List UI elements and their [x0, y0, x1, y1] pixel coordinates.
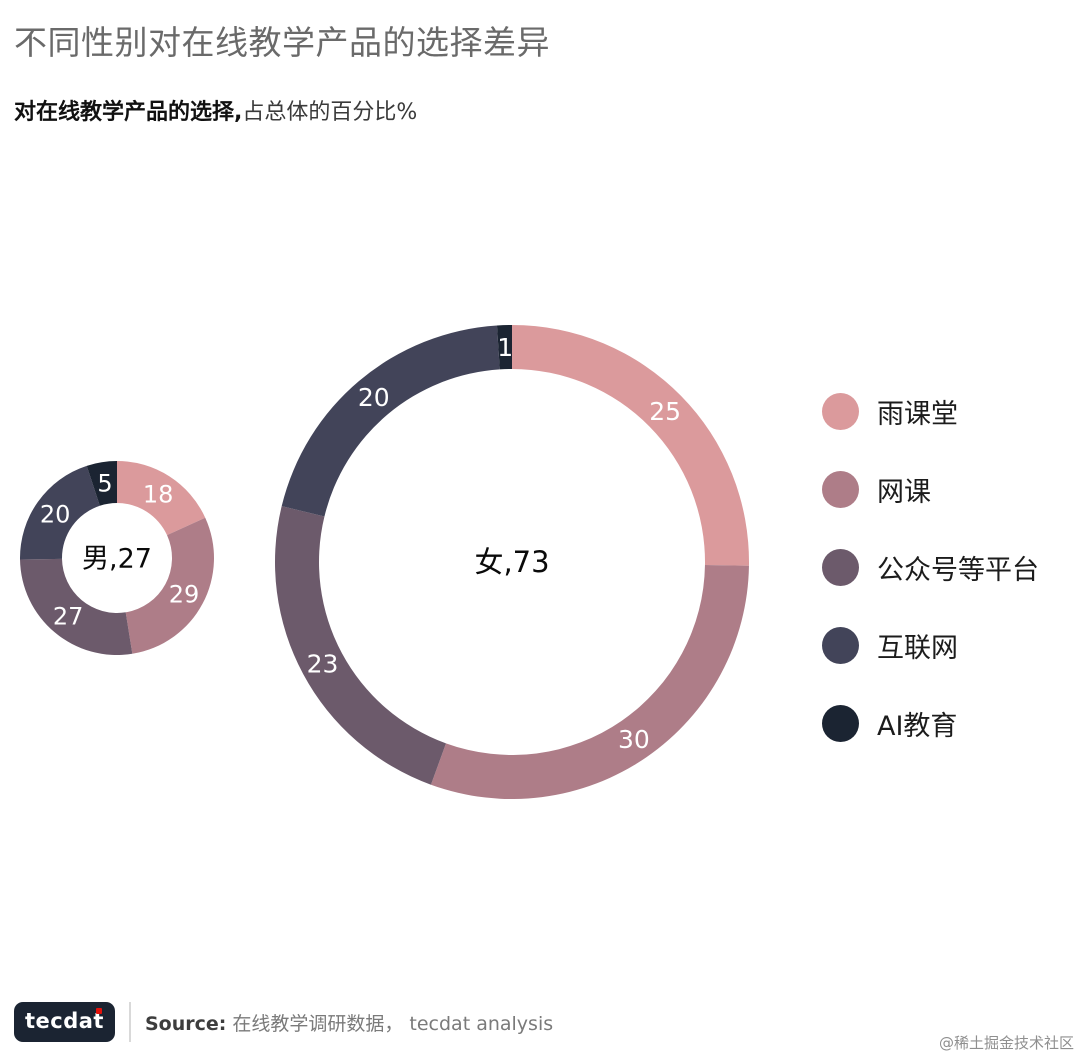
legend-label: 雨课堂 [877, 398, 958, 430]
legend-swatch-icon [822, 548, 859, 586]
legend-item-aijiaoyu: AI教育 [822, 684, 1039, 762]
donut-segment-AI教育 [496, 325, 512, 370]
segment-value-label: 25 [649, 397, 681, 426]
donut-segment-雨课堂 [512, 325, 749, 566]
donut-segment-网课 [125, 517, 214, 654]
donut-chart-canvas: 18 29 27 20 5 25 30 23 20 1 男,27 女,73 [19, 325, 749, 800]
source-text: 在线教学调研数据， tecdat analysis [232, 1012, 554, 1035]
donut-segment-网课 [430, 565, 749, 800]
legend-item-gongzhonghao: 公众号等平台 [822, 528, 1039, 606]
donut-male: 18 29 27 20 5 [19, 461, 214, 655]
segment-value-label: 18 [143, 481, 174, 509]
tecdat-logo: tecdat [14, 1002, 115, 1042]
segment-value-label: 20 [358, 383, 390, 412]
tecdat-logo-text: tecdat [25, 1009, 104, 1033]
legend-item-wangke: 网课 [822, 450, 1039, 528]
legend-item-yuketang: 雨课堂 [822, 372, 1039, 450]
footer: tecdat Source: 在线教学调研数据， tecdat analysis [14, 1002, 553, 1042]
segment-value-label: 29 [169, 580, 200, 608]
donut-segment-公众号等平台 [274, 506, 446, 785]
legend-label: 网课 [877, 476, 931, 508]
source-line: Source: 在线教学调研数据， tecdat analysis [145, 1009, 553, 1036]
footer-divider [128, 1002, 131, 1042]
source-label: Source: [144, 1012, 227, 1035]
logo-accent-icon [95, 1008, 102, 1014]
donut-female: 25 30 23 20 1 [274, 325, 749, 800]
donut-segment-AI教育 [86, 461, 117, 506]
donut-segment-公众号等平台 [20, 558, 133, 655]
segment-value-label: 20 [40, 500, 71, 528]
segment-value-label: 23 [307, 649, 339, 678]
legend-swatch-icon [822, 704, 859, 742]
segment-value-label: 30 [618, 725, 650, 754]
subtitle-rest: 占总体的百分比% [242, 100, 418, 125]
subtitle-bold: 对在线教学产品的选择, [14, 100, 243, 125]
page-subtitle: 对在线教学产品的选择,占总体的百分比% [0, 64, 1080, 126]
segment-value-label: 5 [97, 469, 112, 497]
legend-swatch-icon [822, 392, 859, 430]
female-center-label: 女,73 [474, 545, 549, 579]
legend-label: AI教育 [877, 710, 958, 742]
legend-label: 互联网 [877, 632, 958, 664]
legend-swatch-icon [822, 470, 859, 508]
male-center-label: 男,27 [82, 543, 152, 574]
donut-segment-雨课堂 [117, 461, 206, 536]
legend-label: 公众号等平台 [877, 554, 1039, 586]
legend-item-hulianwang: 互联网 [822, 606, 1039, 684]
legend-swatch-icon [822, 626, 859, 664]
page-title: 不同性别对在线教学产品的选择差异 [14, 23, 550, 62]
donut-segment-互联网 [19, 465, 100, 560]
segment-value-label: 1 [497, 333, 513, 362]
chart-legend: 雨课堂 网课 公众号等平台 互联网 AI教育 [822, 372, 1039, 762]
community-watermark: @稀土掘金技术社区 [938, 1034, 1074, 1052]
donut-segment-互联网 [281, 325, 500, 517]
segment-value-label: 27 [53, 603, 84, 631]
